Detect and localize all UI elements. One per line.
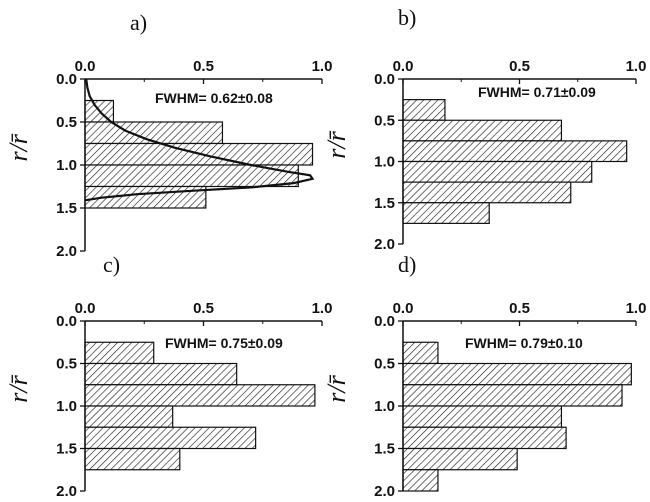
x-tick-label: 0.0 <box>75 58 96 75</box>
y-tick-label: 0.0 <box>374 71 395 88</box>
panel-2: 0.0 0.5 1.0 0.0 0.5 1.0 1.5 2.0 FWHM= 0.71±0.09 b… <box>322 5 646 253</box>
x-tick-label: 1.0 <box>312 300 333 317</box>
x-tick-label: 0.0 <box>75 300 96 317</box>
x-tick-label: 0.5 <box>509 300 530 317</box>
y-tick-label: 2.0 <box>374 236 395 253</box>
y-axis-label: r/r̄ <box>4 133 33 162</box>
y-tick-label: 2.0 <box>56 483 77 500</box>
panel-label: a) <box>130 10 147 35</box>
y-tick-label: 0.0 <box>56 313 77 330</box>
y-tick-label: 0.5 <box>374 112 395 129</box>
x-tick-label: 0.5 <box>193 58 214 75</box>
histogram-bar <box>402 119 563 142</box>
histogram-bar <box>84 341 155 365</box>
histogram-bar <box>402 362 632 386</box>
fwhm-annotation: FWHM= 0.62±0.08 <box>155 90 273 106</box>
x-tick-label: 1.0 <box>626 58 647 75</box>
y-tick-label: 1.5 <box>374 441 395 458</box>
y-tick-label: 0.5 <box>56 114 77 131</box>
histogram-bar <box>402 140 628 163</box>
y-tick-label: 2.0 <box>374 483 395 500</box>
y-tick-label: 0.5 <box>374 356 395 373</box>
x-tick-label: 1.0 <box>626 300 647 317</box>
fwhm-annotation: FWHM= 0.71±0.09 <box>478 84 596 100</box>
panel-label: b) <box>398 5 416 30</box>
histogram-bar <box>84 362 238 386</box>
histogram-bar <box>402 405 563 428</box>
y-tick-label: 1.5 <box>56 441 77 458</box>
y-tick-label: 0.5 <box>56 356 77 373</box>
histogram-bar <box>402 181 572 204</box>
y-tick-label: 2.0 <box>56 243 77 260</box>
x-tick-label: 0.5 <box>193 300 214 317</box>
y-tick-label: 0.0 <box>374 313 395 330</box>
fwhm-annotation: FWHM= 0.75±0.09 <box>165 335 283 351</box>
x-tick-label: 0.0 <box>393 58 414 75</box>
panel-label: d) <box>398 252 416 277</box>
histogram-bar <box>402 99 446 121</box>
y-tick-label: 1.0 <box>374 398 395 415</box>
histogram-bar <box>402 447 518 471</box>
y-tick-label: 1.0 <box>374 154 395 171</box>
histogram-bar <box>402 341 439 365</box>
panel-1: 0.0 0.5 1.0 0.0 0.5 1.0 1.5 2.0 FWHM= 0.62±0.08 a… <box>4 10 332 260</box>
y-tick-label: 1.5 <box>374 195 395 212</box>
x-tick-label: 1.0 <box>312 58 333 75</box>
y-axis-label: r/r̄ <box>322 374 351 403</box>
histogram-bar <box>84 447 181 471</box>
y-tick-label: 1.0 <box>56 398 77 415</box>
histogram-bar <box>402 469 439 492</box>
fit-curve <box>84 78 315 202</box>
panel-4: 0.0 0.5 1.0 0.0 0.5 1.0 1.5 2.0 FWHM= 0.79±0.10 d… <box>322 252 646 500</box>
y-tick-label: 0.0 <box>56 71 77 88</box>
histogram-bar <box>402 202 490 224</box>
y-axis-label: r/r̄ <box>322 130 351 159</box>
histogram-bar <box>402 160 593 183</box>
y-tick-label: 1.0 <box>56 157 77 174</box>
panel-3: 0.0 0.5 1.0 0.0 0.5 1.0 1.5 2.0 FWHM= 0.75±0.09 c… <box>4 252 332 500</box>
y-tick-label: 1.5 <box>56 200 77 217</box>
histogram-bar <box>402 384 623 407</box>
histogram-bar <box>402 426 567 450</box>
histogram-bar <box>84 384 316 407</box>
fwhm-annotation: FWHM= 0.79±0.10 <box>465 335 583 351</box>
histogram-bar <box>84 405 174 428</box>
histogram-bar <box>84 426 257 450</box>
panel-label: c) <box>103 252 120 277</box>
y-axis-label: r/r̄ <box>4 374 33 403</box>
x-tick-label: 0.5 <box>509 58 530 75</box>
x-tick-label: 0.0 <box>393 300 414 317</box>
